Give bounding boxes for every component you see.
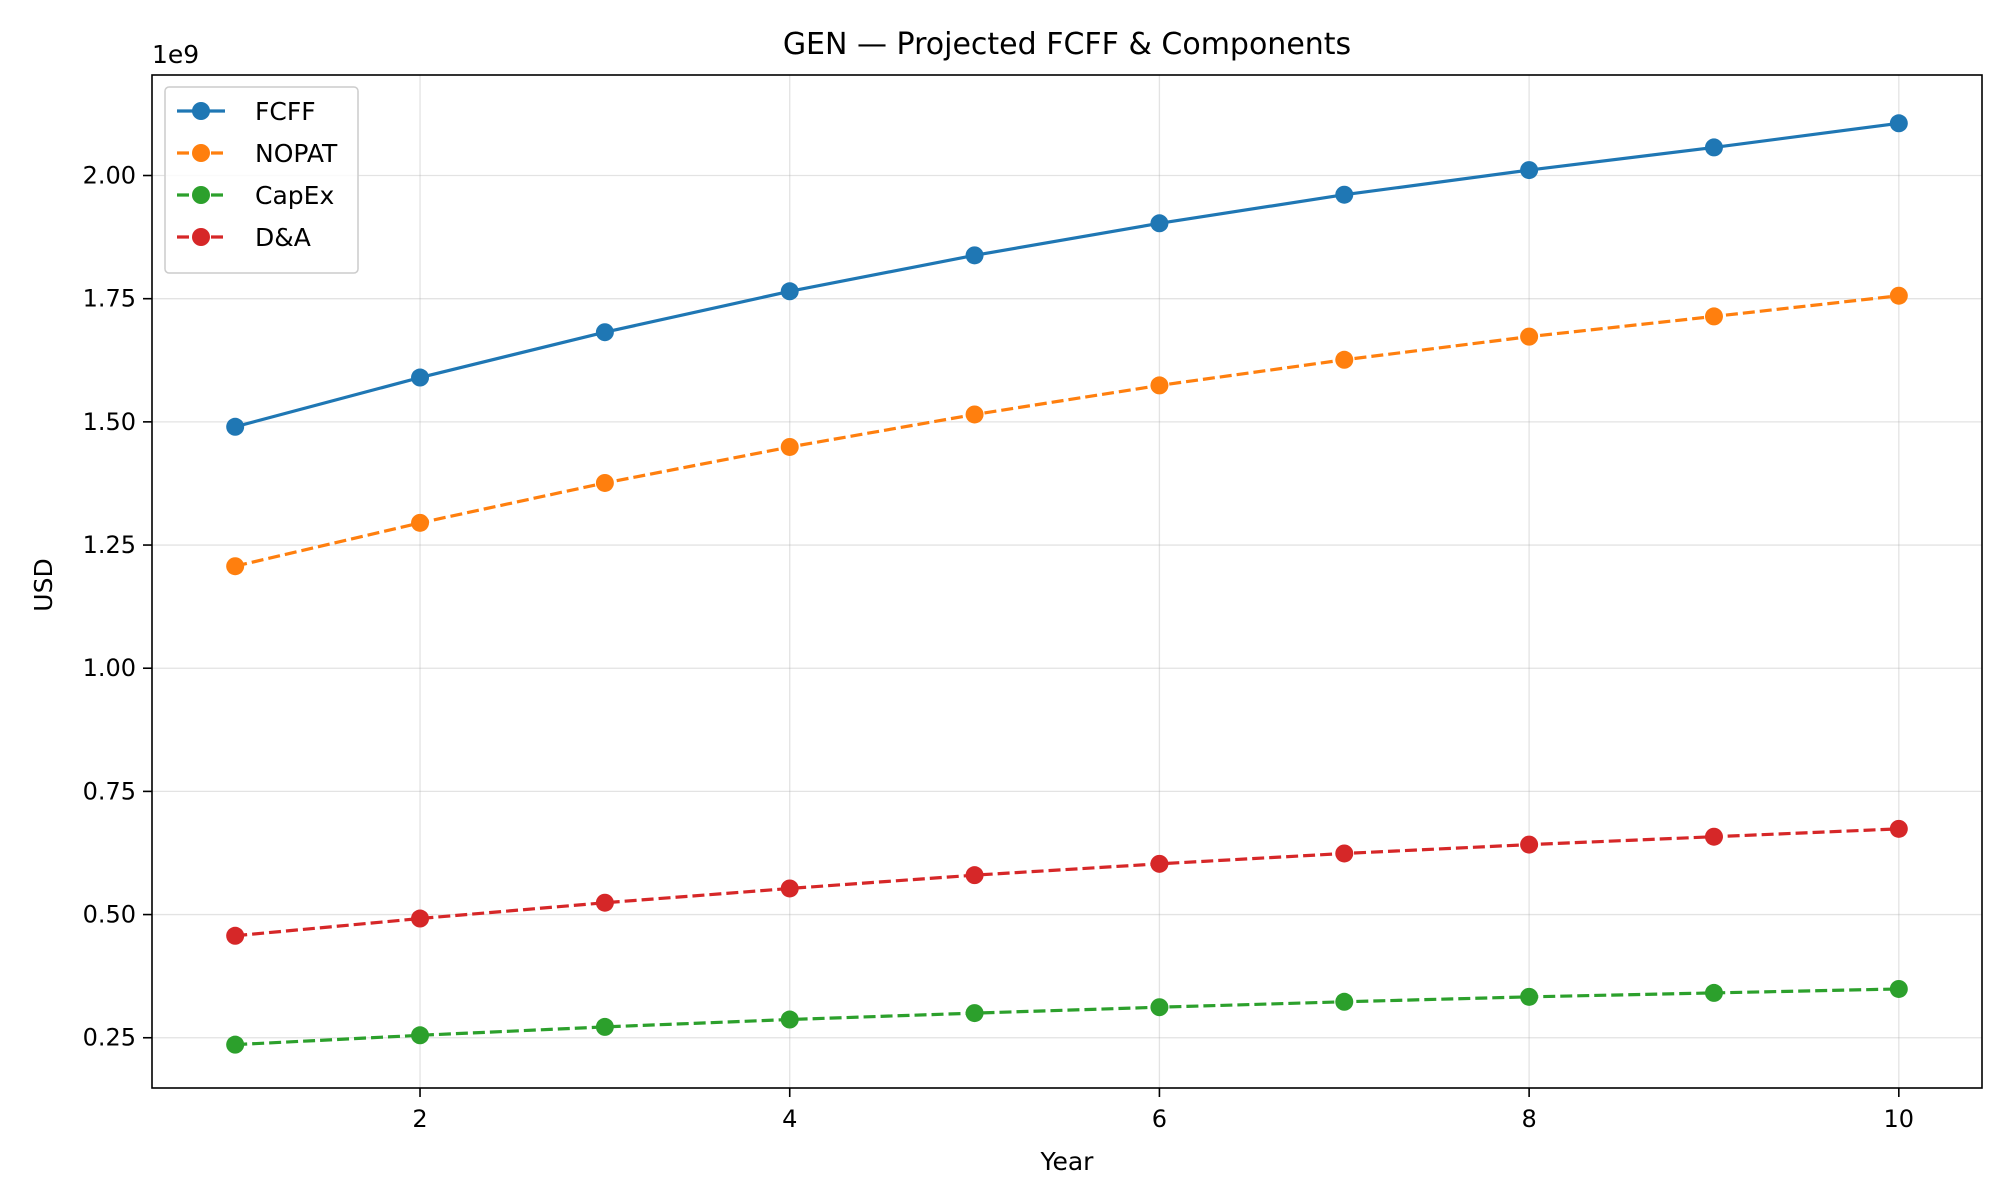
data-point-capex xyxy=(226,1035,245,1054)
data-point-d-a xyxy=(411,909,430,928)
data-point-fcff xyxy=(780,282,799,301)
y-tick-label: 1.00 xyxy=(83,654,136,682)
data-point-fcff xyxy=(1520,161,1539,180)
data-point-d-a xyxy=(1335,844,1354,863)
x-tick-label: 2 xyxy=(412,1105,427,1133)
y-tick-label: 0.25 xyxy=(83,1024,136,1052)
series-line-d-a xyxy=(235,827,1899,938)
legend-label: NOPAT xyxy=(255,139,338,168)
data-point-capex xyxy=(411,1026,430,1045)
plot-frame xyxy=(151,74,1983,1089)
legend-item-fcff: FCFF xyxy=(177,97,316,126)
data-point-nopat xyxy=(1889,286,1908,305)
y-tick-label: 0.75 xyxy=(83,777,136,805)
data-point-d-a xyxy=(1520,835,1539,854)
legend-label: D&A xyxy=(255,223,311,252)
x-axis-label: Year xyxy=(1040,1147,1095,1176)
data-point-fcff xyxy=(1150,214,1169,233)
data-point-fcff xyxy=(965,246,984,265)
y-axis: 0.25 0.50 0.75 1.00 1.25 1.50 1.75 2.00 xyxy=(83,162,152,1052)
chart-title: GEN — Projected FCFF & Components xyxy=(783,27,1351,62)
data-point-nopat xyxy=(1335,350,1354,369)
legend-label: CapEx xyxy=(255,181,334,210)
data-point-capex xyxy=(780,1010,799,1029)
data-point-fcff xyxy=(226,417,245,436)
y-axis-label: USD xyxy=(29,558,58,611)
data-point-nopat xyxy=(1150,376,1169,395)
data-point-nopat xyxy=(1704,307,1723,326)
series-line-capex xyxy=(235,987,1899,1047)
data-point-d-a xyxy=(595,893,614,912)
legend: FCFF NOPAT CapEx D&A xyxy=(164,86,359,274)
y-tick-label: 0.50 xyxy=(83,901,136,929)
y-tick-label: 2.00 xyxy=(83,162,136,190)
legend-swatch-marker xyxy=(192,228,210,246)
data-point-fcff xyxy=(411,368,430,387)
y-axis-offset-label: 1e9 xyxy=(152,40,199,69)
series-line-fcff xyxy=(234,121,1900,429)
data-point-fcff xyxy=(1335,185,1354,204)
series-d-a xyxy=(226,819,1908,945)
data-point-capex xyxy=(1889,979,1908,998)
data-point-capex xyxy=(1335,992,1354,1011)
legend-item-capex: CapEx xyxy=(177,181,334,210)
data-point-fcff xyxy=(1704,138,1723,157)
data-point-capex xyxy=(1150,998,1169,1017)
series-nopat xyxy=(226,286,1908,576)
data-point-fcff xyxy=(595,323,614,342)
legend-item-nopat: NOPAT xyxy=(177,139,338,168)
series-layer xyxy=(226,114,1908,1054)
legend-label: FCFF xyxy=(255,97,316,126)
x-tick-label: 4 xyxy=(782,1105,797,1133)
data-point-fcff xyxy=(1889,114,1908,133)
data-point-d-a xyxy=(780,879,799,898)
data-point-nopat xyxy=(595,473,614,492)
y-tick-label: 1.75 xyxy=(83,285,136,313)
data-point-nopat xyxy=(226,557,245,576)
data-point-d-a xyxy=(965,866,984,885)
y-tick-label: 1.50 xyxy=(83,408,136,436)
data-point-nopat xyxy=(1520,327,1539,346)
data-point-nopat xyxy=(965,405,984,424)
x-tick-label: 10 xyxy=(1884,1105,1915,1133)
legend-swatch-marker xyxy=(192,186,210,204)
x-tick-label: 8 xyxy=(1521,1105,1536,1133)
y-tick-label: 1.25 xyxy=(83,531,136,559)
grid xyxy=(152,75,1982,1088)
x-axis: 2 4 6 8 10 xyxy=(412,1088,1914,1133)
data-point-d-a xyxy=(1889,819,1908,838)
data-point-capex xyxy=(1704,983,1723,1002)
legend-box xyxy=(164,86,359,274)
data-point-capex xyxy=(1520,987,1539,1006)
series-capex xyxy=(226,979,1908,1054)
data-point-nopat xyxy=(411,513,430,532)
legend-item-d-a: D&A xyxy=(177,223,311,252)
data-point-capex xyxy=(965,1004,984,1023)
data-point-d-a xyxy=(1150,854,1169,873)
data-point-capex xyxy=(595,1017,614,1036)
series-fcff xyxy=(226,114,1908,436)
x-tick-label: 6 xyxy=(1152,1105,1167,1133)
data-point-nopat xyxy=(780,437,799,456)
data-point-d-a xyxy=(226,926,245,945)
legend-swatch-marker xyxy=(192,144,210,162)
legend-swatch-marker xyxy=(192,102,210,120)
data-point-d-a xyxy=(1704,827,1723,846)
